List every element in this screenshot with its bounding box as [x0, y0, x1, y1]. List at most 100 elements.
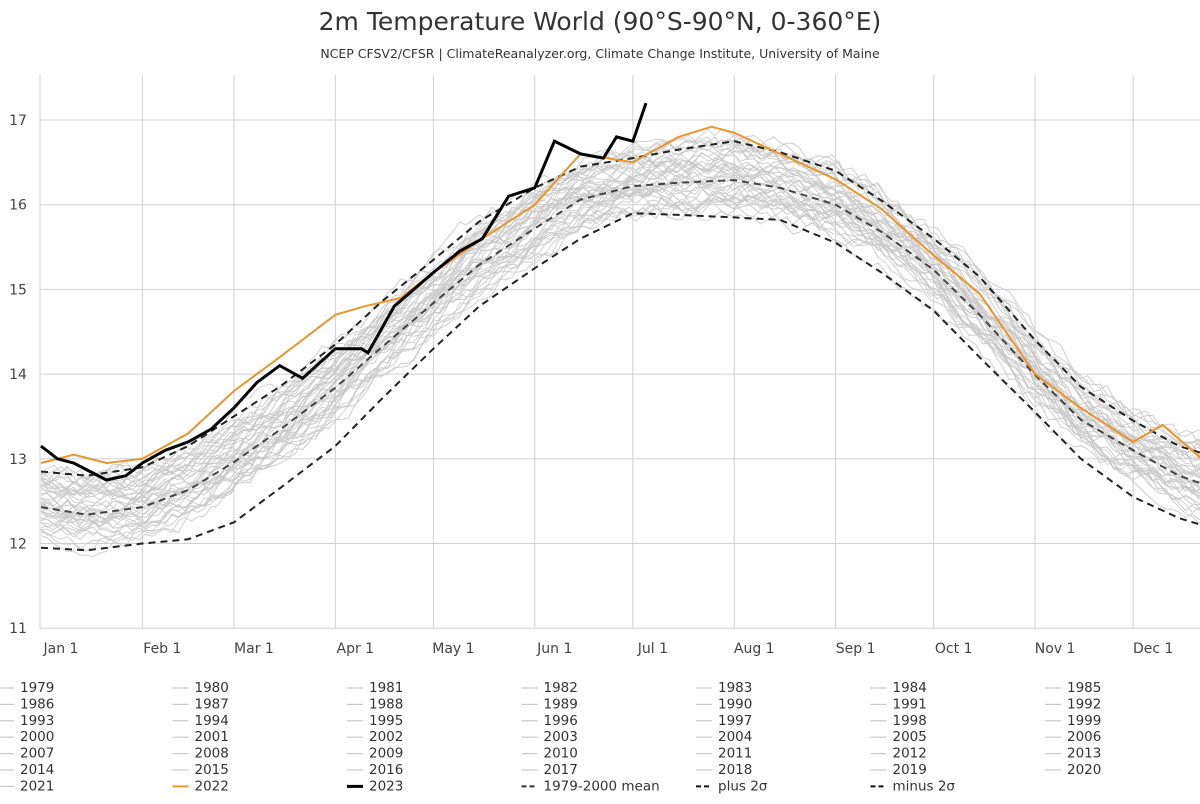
legend-label: 2014: [20, 762, 54, 778]
legend-item-2018: 2018: [696, 762, 752, 778]
legend-item-minus-2-: minus 2σ: [870, 778, 956, 794]
y-axis-ticks: 11 12 13 14 15 16 17: [9, 113, 27, 637]
legend-item-plus-2-: plus 2σ: [696, 778, 768, 794]
x-tick-label: Apr 1: [337, 641, 375, 657]
minus-2sigma-line: [40, 212, 1200, 552]
legend-item-1985: 1985: [1045, 680, 1101, 696]
legend-label: 2000: [20, 729, 54, 745]
plot-lines: [40, 102, 1200, 558]
legend-item-2003: 2003: [521, 729, 578, 745]
legend-label: 2005: [893, 729, 927, 745]
series-line-2011: [40, 147, 1200, 500]
legend-item-1983: 1983: [696, 680, 752, 696]
x-tick-label: May 1: [432, 641, 474, 657]
legend-label: 2012: [893, 746, 927, 762]
legend-label: 1986: [20, 696, 54, 712]
legend-label: 2010: [544, 746, 578, 762]
series-line-2017: [40, 137, 1200, 489]
x-tick-label: Jun 1: [536, 641, 572, 657]
legend: 1979 1980 1981 1982 1983 1984 1985 1986 1987 1988…: [0, 680, 1101, 794]
series-line-2019: [40, 128, 1200, 489]
legend-item-2005: 2005: [870, 729, 927, 745]
legend-label: 2009: [369, 746, 403, 762]
legend-label: 1979: [20, 680, 54, 696]
x-axis-ticks: Jan 1 Feb 1 Mar 1 Apr 1 May 1 Jun 1 Jul 1 Aug 1…: [43, 641, 1174, 657]
legend-item-2008: 2008: [172, 746, 229, 762]
legend-item-1984: 1984: [870, 680, 927, 696]
legend-item-1995: 1995: [347, 713, 403, 729]
y-tick-label: 15: [9, 282, 27, 298]
legend-item-2009: 2009: [347, 746, 403, 762]
legend-label: 2002: [369, 729, 403, 745]
legend-label: 1998: [893, 713, 927, 729]
legend-label: 2007: [20, 746, 54, 762]
series-line-1992: [40, 181, 1200, 536]
legend-label: 1988: [369, 696, 403, 712]
legend-label: 1994: [195, 713, 229, 729]
series-line-1979: [40, 198, 1200, 551]
legend-item-1997: 1997: [696, 713, 752, 729]
legend-label: 1981: [369, 680, 403, 696]
y-tick-label: 13: [9, 452, 27, 468]
series-line-2016: [40, 136, 1200, 487]
legend-item-1999: 1999: [1045, 713, 1101, 729]
legend-item-1980: 1980: [172, 680, 229, 696]
series-line-2022: [40, 125, 1200, 465]
legend-label: 1985: [1067, 680, 1101, 696]
legend-label: 2021: [20, 778, 54, 794]
legend-label: 2004: [718, 729, 752, 745]
legend-label: 2015: [195, 762, 229, 778]
legend-item-1994: 1994: [172, 713, 229, 729]
series-line-1983: [40, 186, 1200, 552]
legend-label: 2013: [1067, 746, 1101, 762]
legend-item-1986: 1986: [0, 696, 54, 712]
legend-item-1981: 1981: [347, 680, 403, 696]
series-line-1999: [40, 164, 1200, 526]
legend-label: 2003: [544, 729, 578, 745]
legend-item-2019: 2019: [870, 762, 927, 778]
legend-label: 1982: [544, 680, 578, 696]
legend-label: plus 2σ: [718, 778, 768, 794]
legend-item-2015: 2015: [172, 762, 229, 778]
legend-item-2023: 2023: [347, 778, 403, 794]
legend-label: 1996: [544, 713, 578, 729]
legend-item-2006: 2006: [1045, 729, 1101, 745]
legend-label: 2020: [1067, 762, 1101, 778]
legend-item-2017: 2017: [521, 762, 578, 778]
legend-label: 1997: [718, 713, 752, 729]
legend-label: 2023: [369, 778, 403, 794]
legend-label: 1989: [544, 696, 578, 712]
legend-label: 1984: [893, 680, 927, 696]
legend-item-1982: 1982: [521, 680, 578, 696]
legend-label: 1991: [893, 696, 927, 712]
series-line-1981: [40, 203, 1200, 558]
legend-item-1979: 1979: [0, 680, 54, 696]
legend-label: 1995: [369, 713, 403, 729]
series-line-2008: [40, 149, 1200, 502]
series-line-1995: [40, 174, 1200, 524]
legend-item-2007: 2007: [0, 746, 54, 762]
legend-label: 1980: [195, 680, 229, 696]
legend-label: minus 2σ: [893, 778, 956, 794]
series-line-1988: [40, 189, 1200, 530]
plus-2sigma-line: [40, 140, 1200, 477]
y-tick-label: 14: [9, 367, 27, 383]
series-line-1991: [40, 177, 1200, 523]
legend-item-2004: 2004: [696, 729, 752, 745]
legend-item-1992: 1992: [1045, 696, 1101, 712]
legend-item-1987: 1987: [172, 696, 229, 712]
x-tick-label: Sep 1: [836, 641, 876, 657]
legend-item-1979-2000-mean: 1979-2000 mean: [521, 778, 660, 794]
legend-item-1990: 1990: [696, 696, 752, 712]
legend-label: 1999: [1067, 713, 1101, 729]
legend-item-1996: 1996: [521, 713, 578, 729]
legend-item-1988: 1988: [347, 696, 403, 712]
series-line-2006: [40, 161, 1200, 504]
x-tick-label: Jan 1: [43, 641, 79, 657]
legend-label: 2006: [1067, 729, 1101, 745]
legend-item-2022: 2022: [172, 778, 229, 794]
legend-item-2016: 2016: [347, 762, 403, 778]
legend-label: 1992: [1067, 696, 1101, 712]
series-line-1985: [40, 192, 1200, 548]
